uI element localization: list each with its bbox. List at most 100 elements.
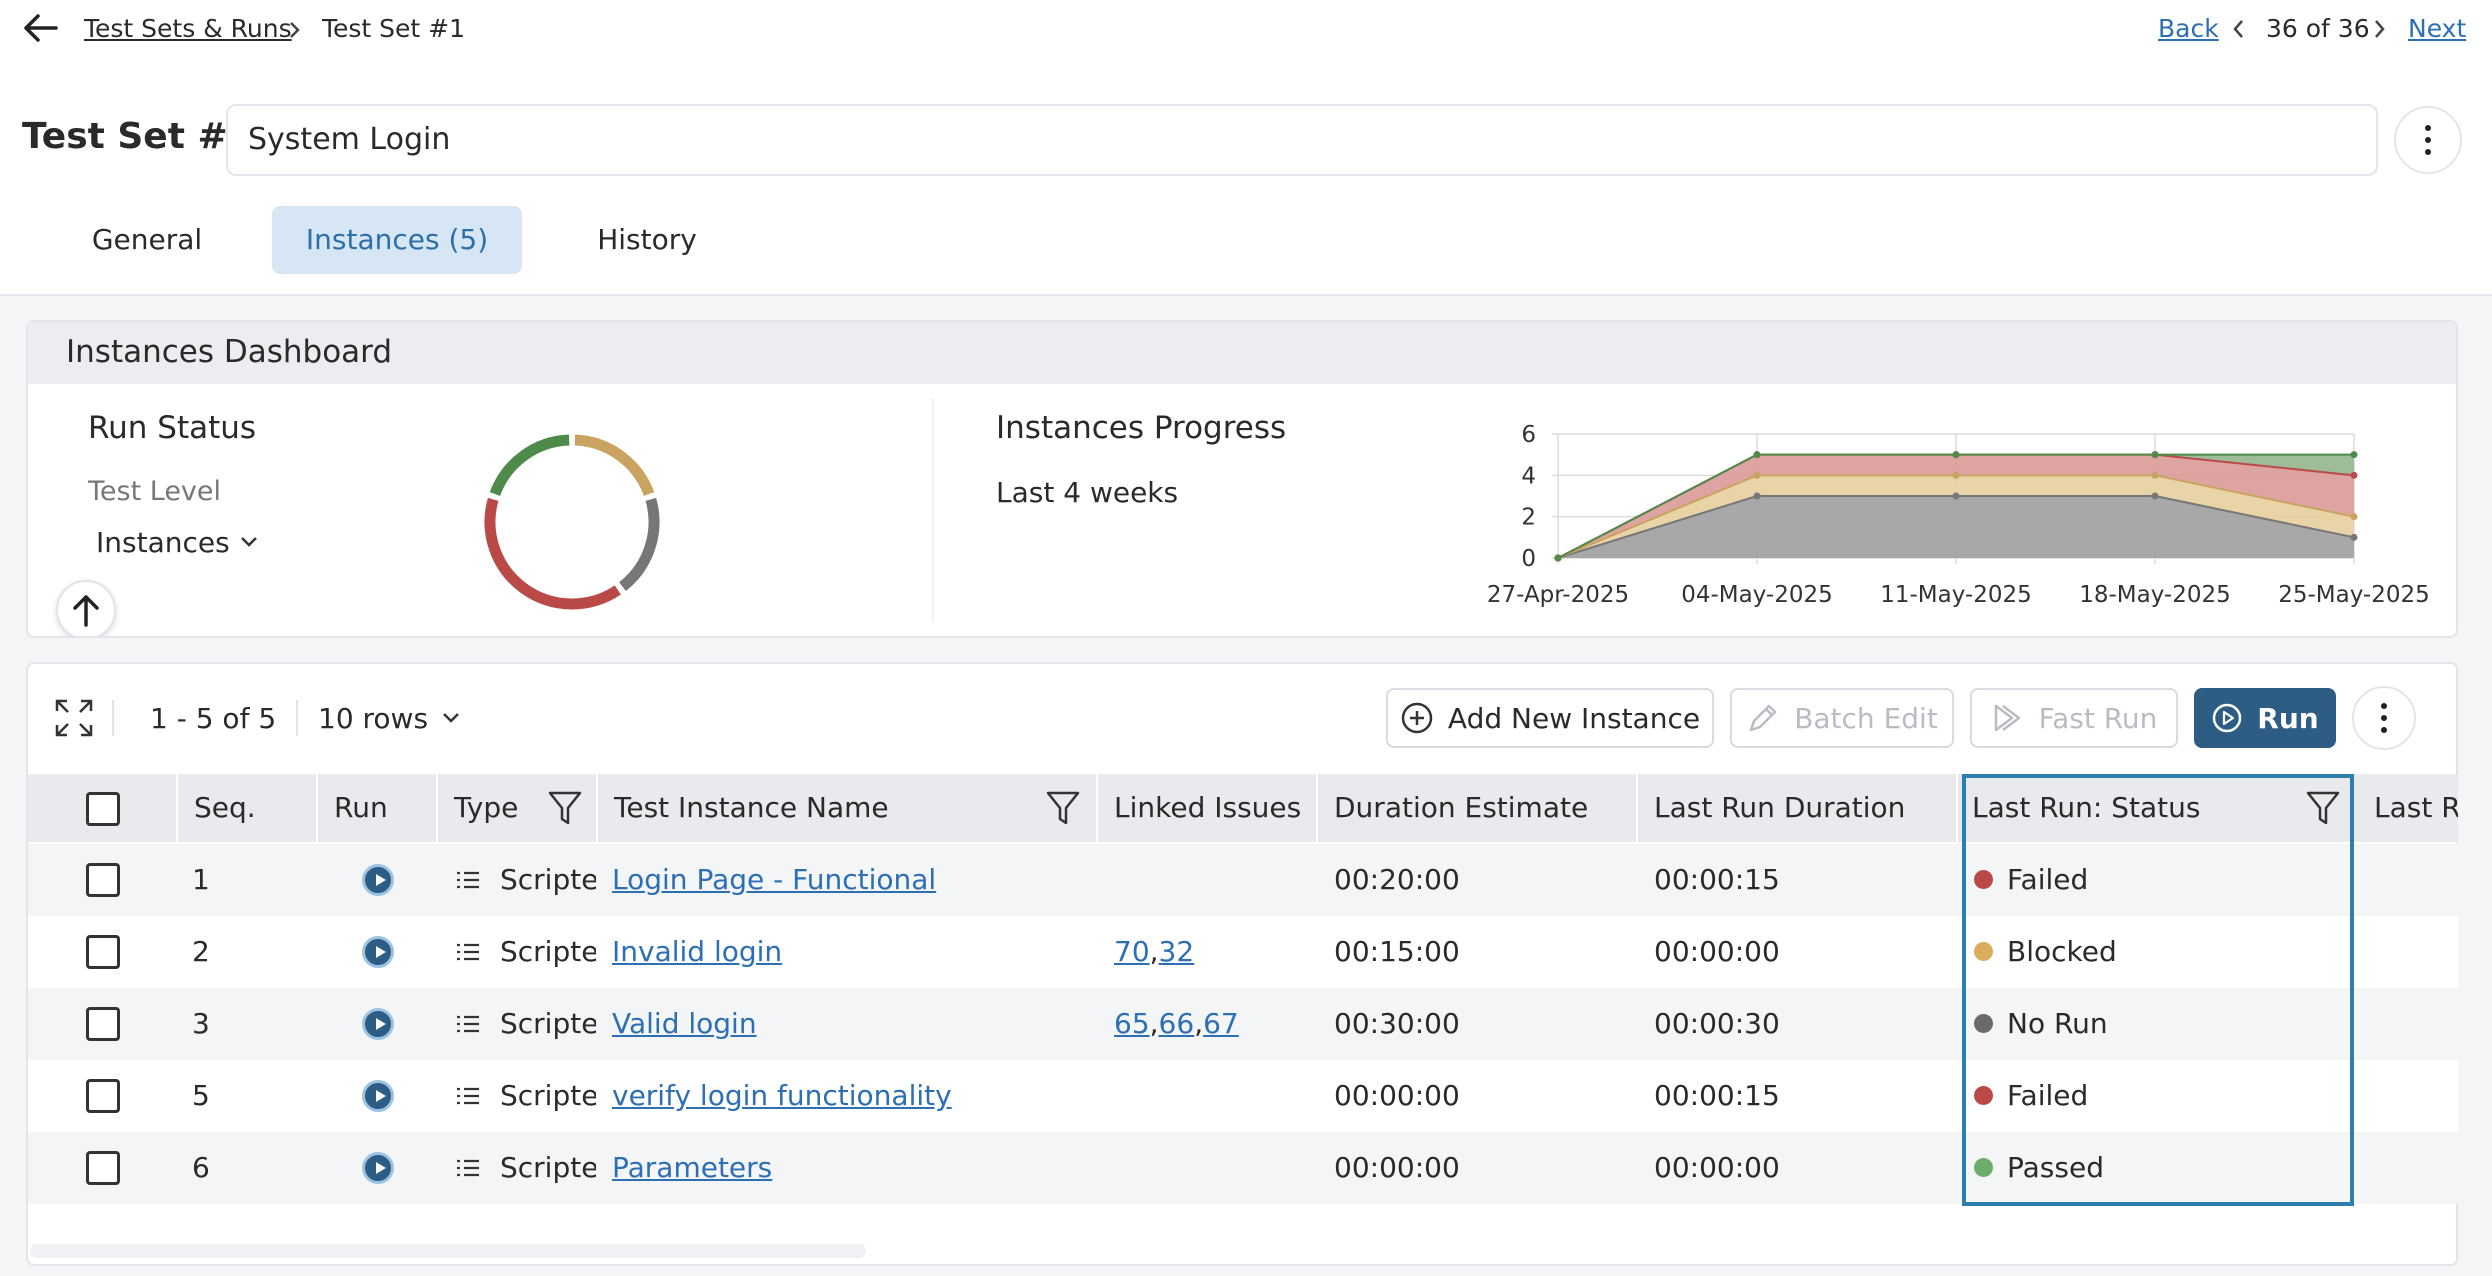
instances-progress-chart: 0 2 4 6 27-Apr-2025 04-May-2025 11-May-2025 18-… bbox=[1487, 422, 2430, 608]
run-play-icon[interactable] bbox=[362, 1008, 394, 1040]
test-set-name-input[interactable]: System Login bbox=[226, 104, 2378, 176]
run-play-icon[interactable] bbox=[362, 936, 394, 968]
run-status-title: Run Status bbox=[88, 410, 257, 446]
back-arrow-icon[interactable] bbox=[20, 12, 60, 44]
row-seq: 2 bbox=[192, 935, 210, 968]
test-instance-name-link[interactable]: Login Page - Functional bbox=[612, 863, 937, 896]
column-divider bbox=[1096, 774, 1098, 842]
linked-issue-link[interactable]: 65 bbox=[1114, 1007, 1150, 1040]
row-seq: 6 bbox=[192, 1151, 210, 1184]
more-vertical-icon bbox=[2381, 703, 2387, 733]
more-vertical-icon bbox=[2425, 125, 2431, 155]
data-point[interactable] bbox=[1952, 492, 1960, 500]
data-point[interactable] bbox=[1753, 451, 1761, 459]
scroll-top-button[interactable] bbox=[56, 580, 116, 636]
donut-slice-passed[interactable] bbox=[489, 434, 570, 496]
column-test-instance-name[interactable]: Test Instance Name bbox=[614, 791, 889, 824]
donut-slice-no-run[interactable] bbox=[618, 497, 660, 591]
data-point[interactable] bbox=[1554, 554, 1562, 562]
column-last-run-duration[interactable]: Last Run Duration bbox=[1654, 791, 1906, 824]
test-instance-name-link[interactable]: Parameters bbox=[612, 1151, 773, 1184]
row-checkbox[interactable] bbox=[86, 1079, 120, 1113]
donut-slice-failed[interactable] bbox=[484, 497, 621, 610]
data-point[interactable] bbox=[2350, 533, 2358, 541]
chevron-left-icon[interactable] bbox=[2232, 18, 2246, 40]
table-row[interactable]: 2 Scripted Invalid login 70,32 00:15:00 00:00… bbox=[28, 916, 2458, 988]
row-checkbox[interactable] bbox=[86, 935, 120, 969]
donut-slice-blocked[interactable] bbox=[574, 434, 655, 496]
filter-icon[interactable] bbox=[1046, 790, 1080, 826]
table-row[interactable]: 6 Scripted Parameters 00:00:00 00:00:00 Passe… bbox=[28, 1132, 2458, 1204]
column-last-run-status[interactable]: Last Run: Status bbox=[1972, 791, 2201, 824]
next-link[interactable]: Next bbox=[2408, 14, 2467, 43]
test-level-select[interactable]: Instances bbox=[96, 522, 258, 562]
tab-general[interactable]: General bbox=[91, 223, 203, 256]
column-divider bbox=[436, 774, 438, 842]
batch-edit-button[interactable]: Batch Edit bbox=[1730, 688, 1954, 748]
area-series-1 bbox=[1558, 475, 2354, 558]
row-checkbox[interactable] bbox=[86, 1151, 120, 1185]
column-seq[interactable]: Seq. bbox=[194, 791, 256, 824]
test-instance-name-link[interactable]: verify login functionality bbox=[612, 1079, 952, 1112]
section-divider bbox=[932, 398, 934, 622]
column-divider bbox=[1636, 774, 1638, 842]
filter-icon[interactable] bbox=[2306, 790, 2340, 826]
table-row[interactable]: 3ScriptedValid login65,66,6700:30:0000:0… bbox=[28, 988, 2458, 1060]
data-point[interactable] bbox=[2350, 451, 2358, 459]
data-point[interactable] bbox=[2350, 513, 2358, 521]
issue-separator: , bbox=[1194, 1007, 1204, 1040]
tab-history[interactable]: History bbox=[597, 223, 697, 256]
status-dot bbox=[1974, 1013, 1993, 1033]
data-point[interactable] bbox=[2350, 471, 2358, 479]
data-point[interactable] bbox=[2151, 471, 2159, 479]
horizontal-scrollbar[interactable] bbox=[30, 1244, 866, 1258]
run-play-icon[interactable] bbox=[362, 1080, 394, 1112]
data-point[interactable] bbox=[2151, 451, 2159, 459]
data-point[interactable] bbox=[1753, 471, 1761, 479]
column-last-run-partial[interactable]: Last R bbox=[2374, 791, 2458, 824]
test-instance-name-link[interactable]: Invalid login bbox=[612, 935, 783, 968]
rows-per-page-select[interactable]: 10 rows bbox=[318, 700, 460, 736]
column-divider bbox=[1956, 774, 1958, 842]
table-row[interactable]: 1 Scripted Login Page - Functional 00:20:00… bbox=[28, 844, 2458, 916]
data-point[interactable] bbox=[1753, 492, 1761, 500]
column-run[interactable]: Run bbox=[334, 791, 388, 824]
run-play-icon[interactable] bbox=[362, 1152, 394, 1184]
column-type[interactable]: Type bbox=[454, 791, 519, 824]
linked-issue-link[interactable]: 67 bbox=[1203, 1007, 1239, 1040]
linked-issue-link[interactable]: 66 bbox=[1158, 1007, 1195, 1040]
row-last-run-duration: 00:00:15 bbox=[1654, 863, 1780, 896]
row-checkbox[interactable] bbox=[86, 1007, 120, 1041]
filter-icon[interactable] bbox=[548, 790, 582, 826]
row-duration-estimate: 00:15:00 bbox=[1334, 935, 1460, 968]
row-duration-estimate: 00:20:00 bbox=[1334, 863, 1460, 896]
batch-edit-label: Batch Edit bbox=[1794, 701, 1938, 735]
row-status: No Run bbox=[1974, 988, 2108, 1060]
row-type: Scripted bbox=[500, 1007, 596, 1040]
list-icon bbox=[457, 871, 479, 889]
grid-more-button[interactable] bbox=[2352, 686, 2416, 750]
run-play-icon[interactable] bbox=[362, 864, 394, 896]
chevron-right-icon[interactable] bbox=[2372, 18, 2386, 40]
test-instance-name-link[interactable]: Valid login bbox=[612, 1007, 757, 1040]
column-divider bbox=[596, 774, 598, 842]
run-button[interactable]: Run bbox=[2194, 688, 2336, 748]
expand-icon[interactable] bbox=[54, 698, 94, 738]
data-point[interactable] bbox=[1952, 451, 1960, 459]
data-point[interactable] bbox=[1952, 471, 1960, 479]
add-new-instance-button[interactable]: Add New Instance bbox=[1386, 688, 1714, 748]
table-row[interactable]: 5 Scripted verify login functionality 00:00… bbox=[28, 1060, 2458, 1132]
fast-run-button[interactable]: Fast Run bbox=[1970, 688, 2178, 748]
data-point[interactable] bbox=[2151, 492, 2159, 500]
breadcrumb-parent-link[interactable]: Test Sets & Runs bbox=[84, 14, 292, 43]
select-all-checkbox[interactable] bbox=[86, 792, 120, 826]
header-more-button[interactable] bbox=[2394, 106, 2462, 174]
progress-subtitle: Last 4 weeks bbox=[996, 476, 1179, 509]
column-duration-estimate[interactable]: Duration Estimate bbox=[1334, 791, 1589, 824]
tab-instances[interactable]: Instances (5) bbox=[272, 206, 522, 274]
row-checkbox[interactable] bbox=[86, 863, 120, 897]
back-link[interactable]: Back bbox=[2158, 14, 2219, 43]
column-linked-issues[interactable]: Linked Issues bbox=[1114, 791, 1302, 824]
linked-issue-link[interactable]: 32 bbox=[1158, 935, 1195, 968]
linked-issue-link[interactable]: 70 bbox=[1114, 935, 1150, 968]
